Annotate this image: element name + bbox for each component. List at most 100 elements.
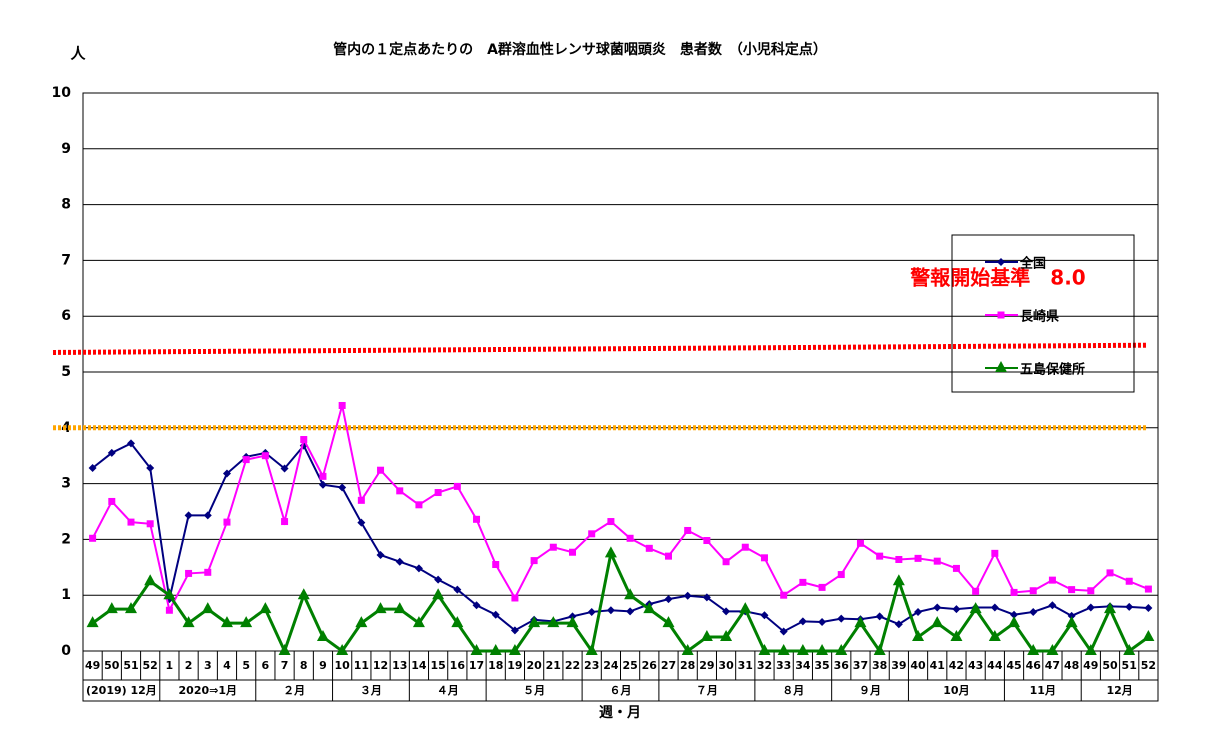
data-point	[242, 456, 250, 464]
month-label: ３月	[360, 684, 382, 697]
x-tick-label: 5	[242, 659, 250, 672]
y-tick-label: 1	[61, 587, 71, 603]
data-point	[569, 548, 577, 556]
chart-title: 管内の１定点あたりの A群溶血性レンサ球菌咽頭炎 患者数 （小児科定点）	[333, 41, 827, 58]
reference-line	[52, 342, 1147, 355]
y-axis-label: 人	[70, 45, 86, 63]
data-point	[204, 568, 212, 576]
month-label: ６月	[610, 684, 632, 697]
data-point	[588, 530, 596, 538]
data-point	[203, 511, 212, 520]
x-tick-label: 7	[281, 659, 289, 672]
x-tick-label: 6	[262, 659, 270, 672]
data-point	[837, 614, 846, 623]
data-point	[1086, 603, 1095, 612]
data-point	[338, 483, 347, 492]
month-label: (2019) 12月	[86, 684, 157, 697]
x-tick-label: 48	[1064, 659, 1079, 672]
y-tick-label: 9	[61, 141, 71, 157]
data-point	[972, 587, 980, 595]
x-tick-label: 2	[185, 659, 193, 672]
data-point	[856, 539, 864, 547]
y-tick-label: 3	[61, 476, 71, 492]
data-point	[990, 603, 999, 612]
data-point	[1048, 576, 1056, 584]
series-line	[91, 442, 1149, 633]
x-tick-label: 40	[910, 659, 926, 672]
data-point	[357, 518, 366, 527]
x-tick-label: 4	[223, 659, 231, 672]
data-point	[799, 578, 807, 586]
month-label: ８月	[782, 684, 804, 697]
data-point	[393, 602, 406, 614]
data-point	[952, 564, 960, 572]
data-point	[933, 557, 941, 565]
data-point	[1010, 610, 1019, 619]
x-tick-label: 49	[1083, 659, 1098, 672]
x-tick-label: 31	[738, 659, 753, 672]
x-tick-label: 11	[354, 659, 369, 672]
data-point	[126, 439, 135, 448]
x-tick-label: 15	[430, 659, 445, 672]
data-point	[933, 603, 942, 612]
x-tick-label: 13	[392, 659, 407, 672]
data-point	[912, 630, 925, 642]
data-point	[624, 588, 637, 600]
data-point	[508, 644, 521, 655]
data-point	[338, 401, 346, 409]
data-point	[854, 616, 867, 628]
x-tick-label: 30	[718, 659, 734, 672]
data-point	[1065, 616, 1078, 628]
data-point	[895, 555, 903, 563]
data-point	[604, 546, 617, 558]
x-tick-label: 50	[104, 659, 120, 672]
data-point	[377, 466, 385, 474]
x-tick-label: 44	[987, 659, 1003, 672]
y-tick-label: 0	[61, 643, 71, 659]
data-point	[432, 588, 445, 600]
x-tick-label: 45	[1006, 659, 1021, 672]
data-point	[873, 644, 886, 655]
x-tick-label: 19	[507, 659, 522, 672]
data-point	[182, 616, 195, 628]
data-point	[1125, 577, 1133, 585]
data-point	[511, 594, 519, 602]
data-point	[220, 616, 233, 628]
data-point	[89, 534, 97, 542]
data-point	[146, 520, 154, 528]
data-point	[107, 448, 116, 457]
data-point	[1104, 602, 1117, 614]
x-tick-label: 17	[469, 659, 484, 672]
data-point	[643, 602, 656, 614]
data-point	[222, 469, 231, 478]
data-point	[491, 610, 500, 619]
data-point	[702, 593, 711, 602]
data-point	[510, 626, 519, 635]
x-tick-label: 21	[546, 659, 561, 672]
legend-box	[951, 234, 1135, 393]
data-point	[758, 644, 771, 655]
x-tick-label: 27	[661, 659, 676, 672]
series-line	[91, 548, 1150, 656]
data-point	[1029, 607, 1038, 616]
month-label: ２月	[283, 684, 305, 697]
data-point	[645, 544, 653, 552]
data-point	[780, 591, 788, 599]
legend-marker	[997, 258, 1005, 266]
data-point	[796, 644, 809, 655]
legend-marker	[995, 361, 1007, 372]
data-point	[415, 501, 423, 509]
data-point	[684, 526, 692, 534]
data-point	[88, 463, 97, 472]
data-point	[165, 606, 173, 614]
x-tick-label: 32	[757, 659, 772, 672]
data-point	[451, 616, 464, 628]
data-point	[760, 554, 768, 562]
data-point	[300, 436, 308, 444]
data-point	[777, 644, 790, 655]
data-point	[146, 463, 155, 472]
data-point	[1010, 588, 1018, 596]
data-point	[798, 617, 807, 626]
data-point	[1123, 644, 1136, 655]
